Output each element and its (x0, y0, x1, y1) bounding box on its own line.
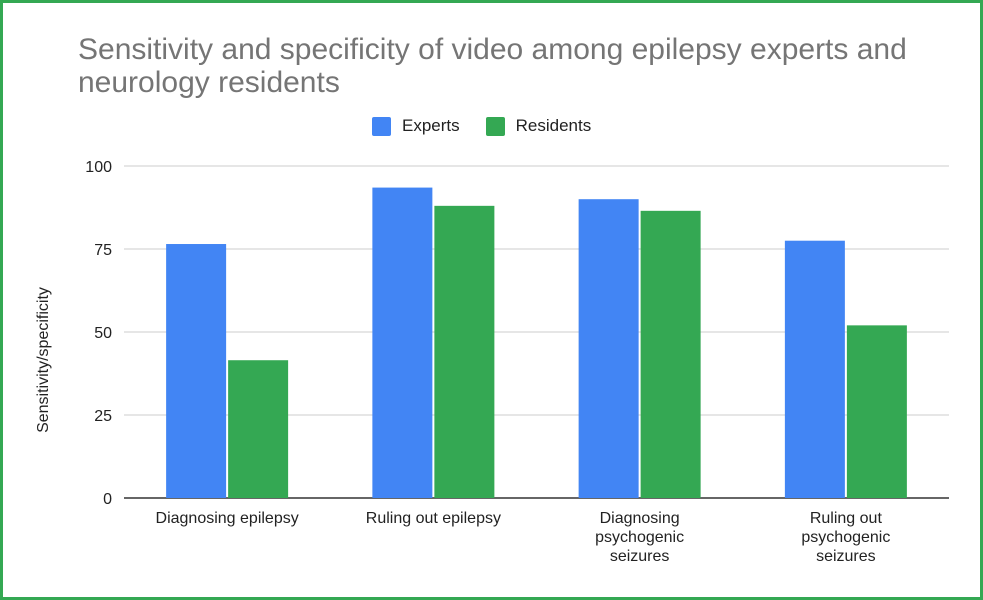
bar-residents-0 (228, 360, 289, 498)
bar-residents-3 (846, 325, 907, 498)
y-tick-label: 25 (94, 408, 112, 425)
legend-swatch-residents (485, 116, 505, 136)
legend-swatch-experts (372, 116, 391, 136)
bars (166, 187, 907, 498)
y-axis-title: Sensitivity/specificity (35, 287, 52, 433)
y-axis-ticks: 0 25 50 75 100 (85, 159, 112, 508)
legend-label-experts: Experts (402, 116, 460, 135)
bar-experts-1 (372, 187, 433, 498)
bar-residents-2 (640, 210, 701, 498)
y-tick-label: 50 (94, 325, 112, 342)
bar-experts-2 (578, 199, 639, 498)
y-tick-label: 100 (85, 159, 112, 176)
legend-item-residents: Residents (485, 116, 592, 136)
chart-legend: Experts Residents (372, 114, 591, 138)
x-tick-label: Diagnosing epilepsy (156, 510, 299, 527)
chart-title: Sensitivity and specificity of video amo… (78, 33, 907, 99)
x-tick-label: Diagnosing psychogenic seizures (595, 510, 684, 565)
x-tick-label: Ruling out psychogenic seizures (801, 510, 890, 565)
y-tick-label: 0 (103, 491, 112, 508)
y-tick-label: 75 (94, 242, 112, 259)
bar-experts-3 (784, 240, 845, 498)
x-axis-labels: Diagnosing epilepsy Ruling out epilepsy Di… (156, 510, 891, 565)
bar-experts-0 (166, 244, 227, 498)
x-tick-label: Ruling out epilepsy (366, 510, 501, 527)
legend-label-residents: Residents (515, 116, 592, 135)
bar-residents-1 (434, 205, 495, 498)
legend-item-experts: Experts (372, 116, 460, 136)
